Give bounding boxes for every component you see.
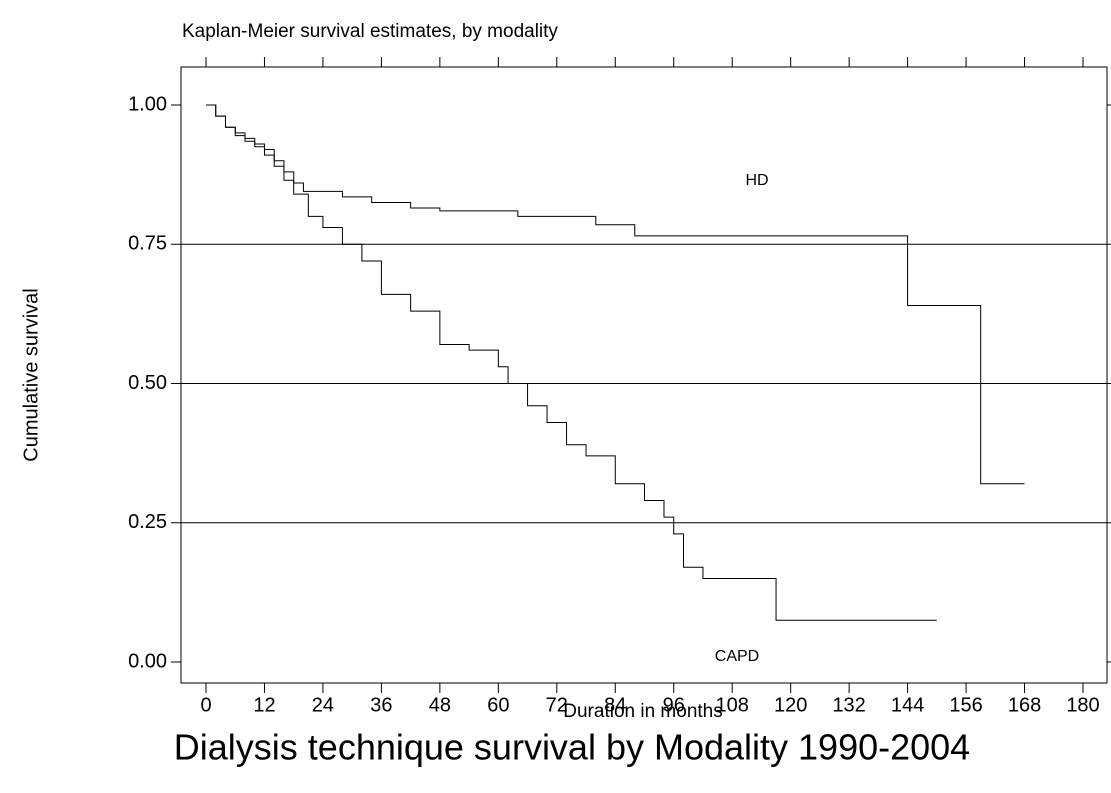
y-tick-label: 1.00: [128, 93, 167, 115]
x-axis-label: Duration in months: [563, 701, 722, 722]
y-tick-label: 0.00: [128, 650, 167, 672]
x-tick-label: 60: [487, 694, 509, 716]
x-tick-label: 156: [949, 694, 982, 716]
chart-subtitle: Dialysis technique survival by Modality …: [174, 727, 970, 768]
curve-annotation: HD: [745, 172, 768, 189]
x-tick-label: 144: [891, 694, 924, 716]
x-tick-label: 132: [832, 694, 865, 716]
y-tick-label: 0.50: [128, 372, 167, 394]
x-tick-label: 96: [663, 694, 685, 716]
chart-title: Kaplan-Meier survival estimates, by moda…: [182, 21, 558, 42]
y-axis-label: Cumulative survival: [20, 288, 42, 461]
y-tick-label: 0.25: [128, 511, 167, 533]
x-tick-label: 36: [370, 694, 392, 716]
x-tick-label: 180: [1066, 694, 1099, 716]
survival-curve: [206, 104, 937, 621]
curve-annotation: CAPD: [715, 648, 759, 665]
x-tick-label: 108: [716, 694, 749, 716]
x-tick-label: 168: [1008, 694, 1041, 716]
x-tick-label: 24: [312, 694, 334, 716]
x-tick-label: 48: [429, 694, 451, 716]
plot-frame: [180, 66, 1108, 684]
x-tick-label: 84: [604, 694, 626, 716]
x-tick-label: 120: [774, 694, 807, 716]
x-tick-label: 12: [253, 694, 275, 716]
survival-curve: [206, 104, 1025, 485]
x-tick-label: 72: [546, 694, 568, 716]
x-tick-label: 0: [200, 694, 211, 716]
y-tick-label: 0.75: [128, 233, 167, 255]
